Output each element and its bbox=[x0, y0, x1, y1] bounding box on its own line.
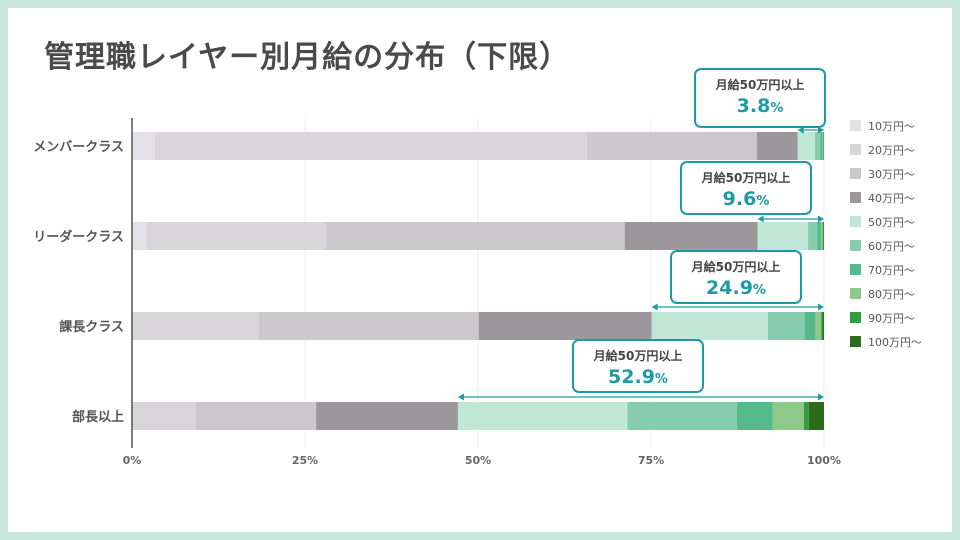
bar-segment bbox=[815, 312, 822, 340]
legend-label: 50万円～ bbox=[868, 216, 915, 229]
legend-swatch bbox=[850, 240, 861, 251]
bracket-arrowhead bbox=[818, 303, 824, 311]
bar-segment bbox=[132, 402, 196, 430]
page-title: 管理職レイヤー別月給の分布（下限） bbox=[44, 40, 571, 75]
bar-segment bbox=[651, 312, 768, 340]
bar-segment bbox=[624, 222, 758, 250]
bar-segment bbox=[756, 132, 798, 160]
legend-label: 70万円～ bbox=[868, 264, 915, 277]
legend-swatch bbox=[850, 192, 861, 203]
bar-segment bbox=[803, 402, 809, 430]
bar-segment bbox=[154, 132, 588, 160]
bracket-arrowhead bbox=[457, 393, 464, 401]
bar-segment bbox=[797, 132, 816, 160]
bar-segment bbox=[457, 402, 628, 430]
bar-segment bbox=[767, 312, 805, 340]
category-label: 部長以上 bbox=[72, 409, 124, 425]
callout-label: 月給50万円以上 bbox=[701, 171, 791, 185]
legend-label: 60万円～ bbox=[868, 240, 915, 253]
bar-segment bbox=[146, 222, 327, 250]
bar-segment bbox=[316, 402, 458, 430]
callout-value: 24.9% bbox=[706, 277, 766, 299]
bracket-arrowhead bbox=[818, 126, 824, 134]
legend-swatch bbox=[850, 264, 861, 275]
bar-segment bbox=[195, 402, 317, 430]
legend-label: 80万円～ bbox=[868, 288, 915, 301]
bracket-arrowhead bbox=[797, 126, 804, 134]
bar-segment bbox=[817, 222, 822, 250]
callout-value: 52.9% bbox=[608, 366, 668, 388]
x-tick-label: 0% bbox=[123, 454, 142, 467]
callout-member: 月給50万円以上 3.8% bbox=[694, 68, 826, 128]
bar-segment bbox=[823, 132, 824, 160]
callout-label: 月給50万円以上 bbox=[715, 78, 805, 92]
legend-label: 90万円～ bbox=[868, 312, 915, 325]
category-label: 課長クラス bbox=[59, 319, 124, 335]
bracket-arrowhead bbox=[651, 303, 658, 311]
callout-label: 月給50万円以上 bbox=[593, 349, 683, 363]
bar-segment bbox=[822, 312, 824, 340]
bar-segment bbox=[822, 222, 824, 250]
bracket-arrowhead bbox=[818, 393, 824, 401]
legend-label: 20万円～ bbox=[868, 144, 915, 157]
bar-segment bbox=[808, 222, 818, 250]
bar-segment bbox=[132, 132, 155, 160]
callout-leader: 月給50万円以上 9.6% bbox=[680, 161, 812, 215]
callout-value: 3.8% bbox=[736, 95, 784, 117]
legend-swatch bbox=[850, 288, 861, 299]
bar-segment bbox=[132, 222, 147, 250]
bar-segment bbox=[627, 402, 737, 430]
bar-segment bbox=[822, 132, 824, 160]
bar-segment bbox=[823, 222, 824, 250]
legend-label: 10万円～ bbox=[868, 120, 915, 133]
bracket-arrowhead bbox=[757, 215, 764, 223]
legend-swatch bbox=[850, 144, 861, 155]
bar-segment bbox=[772, 402, 804, 430]
legend-swatch bbox=[850, 336, 861, 347]
legend-swatch bbox=[850, 216, 861, 227]
legend-label: 40万円～ bbox=[868, 192, 915, 205]
bar-segment bbox=[820, 132, 823, 160]
callout-director: 月給50万円以上 52.9% bbox=[572, 339, 704, 393]
bar-segment bbox=[258, 312, 479, 340]
bar-segment bbox=[326, 222, 625, 250]
callout-label: 月給50万円以上 bbox=[691, 260, 781, 274]
bracket-arrowhead bbox=[818, 215, 824, 223]
bar-segment bbox=[804, 312, 816, 340]
legend-label: 100万円～ bbox=[868, 336, 922, 349]
callout-value: 9.6% bbox=[722, 188, 770, 210]
legend-swatch bbox=[850, 168, 861, 179]
x-tick-label: 100% bbox=[807, 454, 841, 467]
bar-segment bbox=[808, 402, 824, 430]
x-tick-label: 75% bbox=[638, 454, 664, 467]
legend-swatch bbox=[850, 312, 861, 323]
callout-section-chief: 月給50万円以上 24.9% bbox=[670, 250, 802, 304]
bar-segment bbox=[821, 222, 823, 250]
legend-swatch bbox=[850, 120, 861, 131]
bar-segment bbox=[757, 222, 809, 250]
bar-segment bbox=[815, 132, 821, 160]
x-tick-label: 25% bbox=[292, 454, 318, 467]
slide: 管理職レイヤー別月給の分布（下限） メンバークラス リーダークラス課長クラス部長以… bbox=[8, 8, 952, 532]
bar-segment bbox=[587, 132, 757, 160]
category-label: リーダークラス bbox=[33, 229, 124, 245]
bar-segment bbox=[478, 312, 652, 340]
bar-segment bbox=[132, 312, 259, 340]
x-tick-label: 50% bbox=[465, 454, 491, 467]
legend-label: 30万円～ bbox=[868, 168, 915, 181]
bar-segment bbox=[821, 312, 823, 340]
bar-segment bbox=[736, 402, 773, 430]
category-label: メンバークラス bbox=[33, 140, 124, 155]
